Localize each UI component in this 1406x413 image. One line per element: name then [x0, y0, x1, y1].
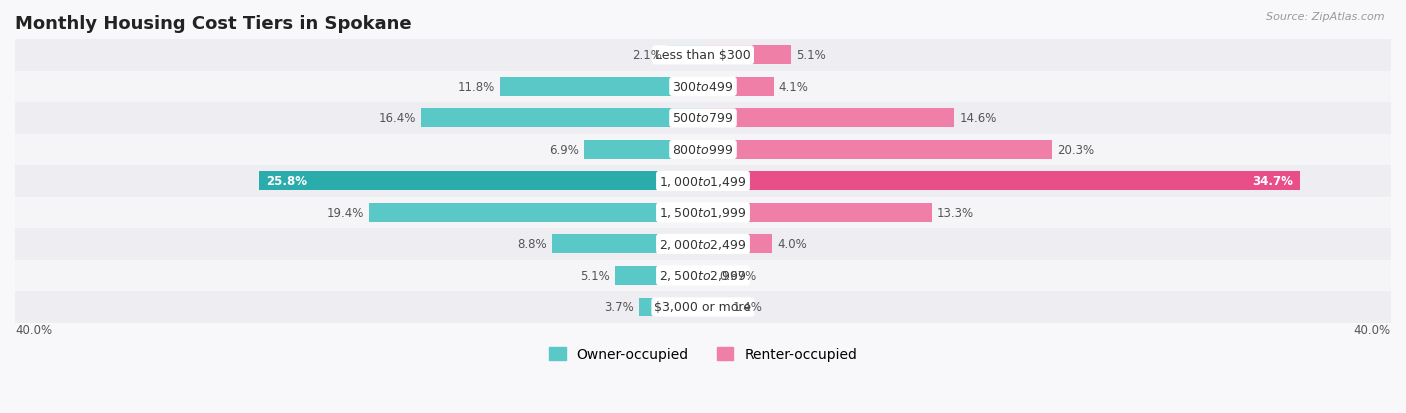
Bar	[703, 235, 772, 254]
Bar	[551, 235, 703, 254]
Bar	[15, 197, 1391, 229]
Bar	[15, 260, 1391, 292]
Text: 6.9%: 6.9%	[550, 144, 579, 157]
Bar	[703, 46, 790, 65]
Text: $1,500 to $1,999: $1,500 to $1,999	[659, 206, 747, 220]
Bar	[616, 266, 703, 285]
Text: 40.0%: 40.0%	[15, 323, 52, 336]
Text: 0.67%: 0.67%	[720, 269, 756, 282]
Text: 25.8%: 25.8%	[266, 175, 307, 188]
Bar	[15, 229, 1391, 260]
Text: 4.0%: 4.0%	[778, 238, 807, 251]
Text: $500 to $799: $500 to $799	[672, 112, 734, 125]
Bar	[703, 78, 773, 97]
Text: $3,000 or more: $3,000 or more	[655, 301, 751, 314]
Text: 11.8%: 11.8%	[457, 81, 495, 94]
Text: Source: ZipAtlas.com: Source: ZipAtlas.com	[1267, 12, 1385, 22]
Bar	[703, 266, 714, 285]
Text: $2,500 to $2,999: $2,500 to $2,999	[659, 269, 747, 283]
Text: $1,000 to $1,499: $1,000 to $1,499	[659, 175, 747, 188]
Bar	[585, 140, 703, 159]
Text: 4.1%: 4.1%	[779, 81, 808, 94]
Bar	[15, 103, 1391, 134]
Bar	[370, 204, 703, 222]
Legend: Owner-occupied, Renter-occupied: Owner-occupied, Renter-occupied	[543, 342, 863, 367]
Bar	[703, 109, 955, 128]
Bar	[640, 298, 703, 317]
Bar	[15, 134, 1391, 166]
Text: 13.3%: 13.3%	[936, 206, 974, 219]
Bar	[703, 172, 1299, 191]
Text: Monthly Housing Cost Tiers in Spokane: Monthly Housing Cost Tiers in Spokane	[15, 15, 412, 33]
Text: 14.6%: 14.6%	[959, 112, 997, 125]
Bar	[15, 71, 1391, 103]
Bar	[666, 46, 703, 65]
Bar	[703, 204, 932, 222]
Text: 20.3%: 20.3%	[1057, 144, 1094, 157]
Bar	[420, 109, 703, 128]
Bar	[259, 172, 703, 191]
Text: 5.1%: 5.1%	[581, 269, 610, 282]
Text: 2.1%: 2.1%	[631, 49, 662, 62]
Text: 40.0%: 40.0%	[1354, 323, 1391, 336]
Bar	[703, 298, 727, 317]
Text: 8.8%: 8.8%	[517, 238, 547, 251]
Text: 3.7%: 3.7%	[605, 301, 634, 314]
Text: $800 to $999: $800 to $999	[672, 144, 734, 157]
Text: 16.4%: 16.4%	[378, 112, 416, 125]
Text: 1.4%: 1.4%	[733, 301, 762, 314]
Bar	[15, 292, 1391, 323]
Bar	[15, 40, 1391, 71]
Text: $300 to $499: $300 to $499	[672, 81, 734, 94]
Bar	[15, 166, 1391, 197]
Bar	[703, 140, 1052, 159]
Text: 19.4%: 19.4%	[326, 206, 364, 219]
Text: $2,000 to $2,499: $2,000 to $2,499	[659, 237, 747, 252]
Bar	[501, 78, 703, 97]
Text: Less than $300: Less than $300	[655, 49, 751, 62]
Text: 34.7%: 34.7%	[1253, 175, 1294, 188]
Text: 5.1%: 5.1%	[796, 49, 825, 62]
